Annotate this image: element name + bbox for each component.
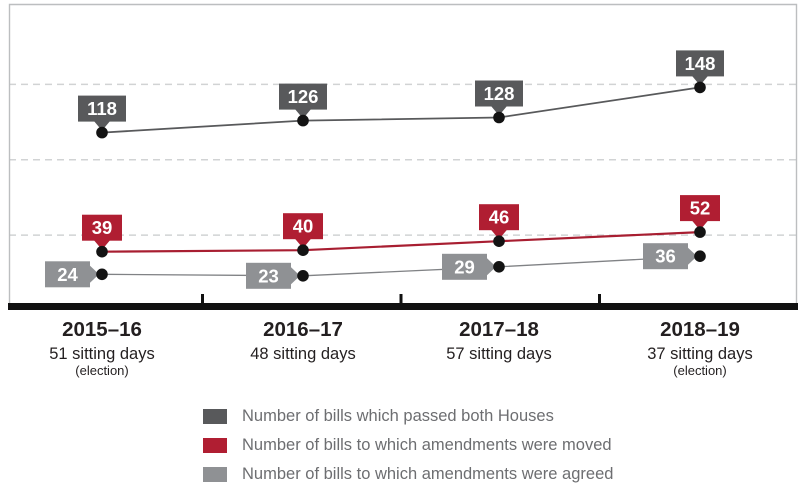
svg-text:148: 148 bbox=[685, 53, 716, 74]
data-label-callout: 52 bbox=[680, 195, 720, 231]
data-label-callout: 126 bbox=[279, 83, 327, 119]
svg-text:23: 23 bbox=[258, 265, 279, 286]
x-axis bbox=[8, 303, 798, 310]
legend-label: Number of bills to which amendments were… bbox=[242, 465, 614, 484]
data-point-dot bbox=[493, 111, 505, 124]
svg-text:128: 128 bbox=[484, 83, 515, 104]
legend-swatch-dark-gray bbox=[203, 409, 227, 424]
data-point-dot bbox=[297, 114, 309, 127]
data-label-callout: 148 bbox=[676, 50, 724, 86]
legend-label: Number of bills to which amendments were… bbox=[242, 436, 612, 455]
svg-text:126: 126 bbox=[288, 86, 319, 107]
legend-item-amendments-agreed: Number of bills to which amendments were… bbox=[203, 460, 613, 489]
data-label-callout: 118 bbox=[78, 95, 126, 131]
chart-canvas: 118 126 128 148 39 40 46 52 24 23 29 36 2015–16 51 si… bbox=[8, 3, 798, 378]
svg-text:36: 36 bbox=[655, 246, 676, 267]
data-point-dot bbox=[694, 250, 706, 262]
data-point-dot bbox=[694, 81, 706, 94]
data-point-dot bbox=[96, 126, 108, 139]
data-point-dot bbox=[96, 245, 108, 258]
series-line bbox=[101, 231, 701, 253]
category-election-note: (election) bbox=[75, 363, 128, 378]
data-label-callout: 24 bbox=[45, 261, 99, 288]
data-point-dot bbox=[493, 261, 505, 273]
category-sitting-days-label: 57 sitting days bbox=[446, 345, 551, 363]
svg-text:118: 118 bbox=[87, 98, 117, 119]
category-sitting-days-label: 51 sitting days bbox=[49, 345, 154, 363]
data-label-callout: 23 bbox=[246, 262, 300, 289]
svg-text:39: 39 bbox=[92, 217, 113, 238]
series-line bbox=[101, 86, 701, 134]
data-point-dot bbox=[297, 270, 309, 282]
data-label-callout: 39 bbox=[82, 214, 122, 250]
data-label-callout: 46 bbox=[479, 204, 519, 240]
svg-text:40: 40 bbox=[293, 216, 314, 237]
legend-item-amendments-moved: Number of bills to which amendments were… bbox=[203, 431, 613, 460]
legend-item-passed-both-houses: Number of bills which passed both Houses bbox=[203, 402, 613, 431]
data-label-callout: 29 bbox=[442, 253, 496, 280]
category-year-label: 2016–17 bbox=[263, 318, 343, 341]
category-year-label: 2017–18 bbox=[459, 318, 539, 341]
svg-text:46: 46 bbox=[489, 207, 510, 228]
plot-frame bbox=[8, 3, 798, 303]
axis-tick bbox=[201, 294, 204, 303]
axis-tick bbox=[598, 294, 601, 303]
category-election-note: (election) bbox=[673, 363, 726, 378]
svg-text:24: 24 bbox=[57, 264, 78, 285]
data-label-callout: 36 bbox=[643, 243, 697, 270]
data-label-callout: 40 bbox=[283, 213, 323, 249]
data-point-dot bbox=[493, 235, 505, 247]
chart-legend: Number of bills which passed both Houses… bbox=[203, 402, 613, 489]
category-sitting-days-label: 37 sitting days bbox=[647, 345, 752, 363]
category-year-label: 2018–19 bbox=[660, 318, 740, 341]
legend-label: Number of bills which passed both Houses bbox=[242, 407, 554, 426]
axis-tick bbox=[399, 294, 403, 303]
data-point-dot bbox=[96, 268, 108, 281]
series-line bbox=[101, 255, 701, 277]
category-sitting-days-label: 48 sitting days bbox=[250, 345, 355, 363]
svg-text:29: 29 bbox=[454, 256, 475, 277]
data-point-dot bbox=[297, 244, 309, 256]
category-year-label: 2015–16 bbox=[62, 318, 142, 341]
svg-text:52: 52 bbox=[690, 198, 711, 219]
legend-swatch-red bbox=[203, 438, 227, 453]
data-label-callout: 128 bbox=[475, 80, 523, 116]
legend-swatch-light-gray bbox=[203, 467, 227, 482]
data-point-dot bbox=[694, 226, 706, 238]
